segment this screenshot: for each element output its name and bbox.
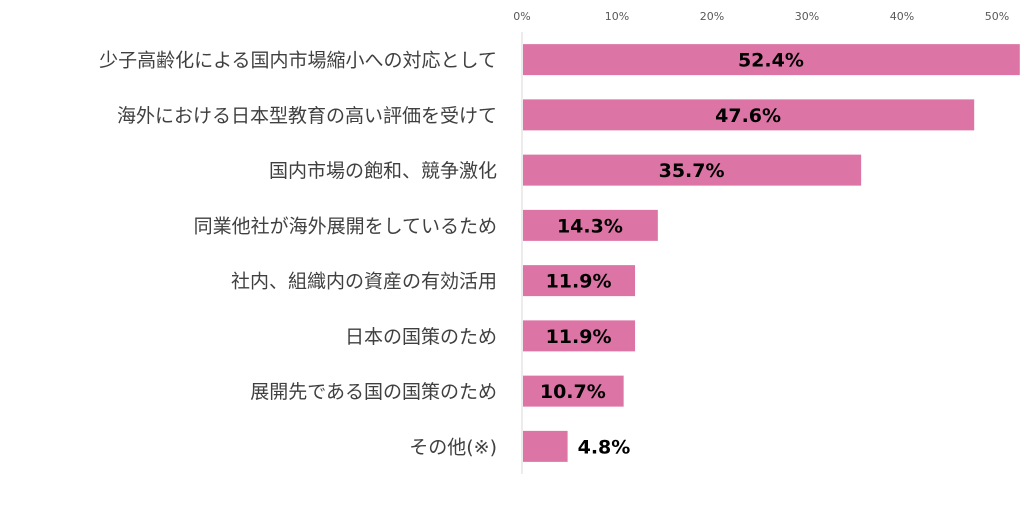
category-label: 社内、組織内の資産の有効活用 bbox=[231, 271, 497, 293]
category-label: 海外における日本型教育の高い評価を受けて bbox=[117, 105, 497, 127]
bar bbox=[523, 265, 636, 297]
data-label: 11.9% bbox=[546, 271, 612, 293]
data-labels: 52.4% 47.6% 35.7% 14.3% 11.9% 11.9% 10.7% 4.8% bbox=[540, 50, 804, 459]
data-label: 10.7% bbox=[540, 381, 606, 403]
bar bbox=[523, 430, 568, 462]
data-label: 52.4% bbox=[738, 50, 804, 72]
category-label: 日本の国策のため bbox=[345, 326, 497, 348]
data-label: 11.9% bbox=[546, 326, 612, 348]
x-tick-label: 20% bbox=[700, 10, 724, 23]
bar bbox=[523, 209, 658, 241]
x-tick-label: 10% bbox=[605, 10, 629, 23]
bars bbox=[523, 44, 1020, 462]
bar bbox=[523, 44, 1020, 76]
x-tick-label: 0% bbox=[513, 10, 530, 23]
data-label: 14.3% bbox=[557, 215, 623, 237]
category-label: その他(※) bbox=[409, 436, 497, 458]
data-label: 35.7% bbox=[659, 160, 725, 182]
bar bbox=[523, 99, 975, 131]
category-label: 同業他社が海外展開をしているため bbox=[194, 215, 497, 237]
bar bbox=[523, 154, 862, 186]
category-label: 展開先である国の国策のため bbox=[250, 381, 497, 403]
bar bbox=[523, 375, 624, 407]
x-tick-label: 50% bbox=[985, 10, 1009, 23]
x-axis-ticks: 0% 10% 20% 30% 40% 50% bbox=[513, 10, 1009, 23]
bar bbox=[523, 320, 636, 352]
category-label: 少子高齢化による国内市場縮小への対応として bbox=[99, 50, 497, 72]
data-label: 47.6% bbox=[715, 105, 781, 127]
data-label: 4.8% bbox=[578, 436, 631, 458]
x-tick-label: 40% bbox=[890, 10, 914, 23]
category-label: 国内市場の飽和、競争激化 bbox=[269, 160, 497, 182]
x-tick-label: 30% bbox=[795, 10, 819, 23]
category-labels: 少子高齢化による国内市場縮小への対応として海外における日本型教育の高い評価を受け… bbox=[99, 50, 497, 459]
